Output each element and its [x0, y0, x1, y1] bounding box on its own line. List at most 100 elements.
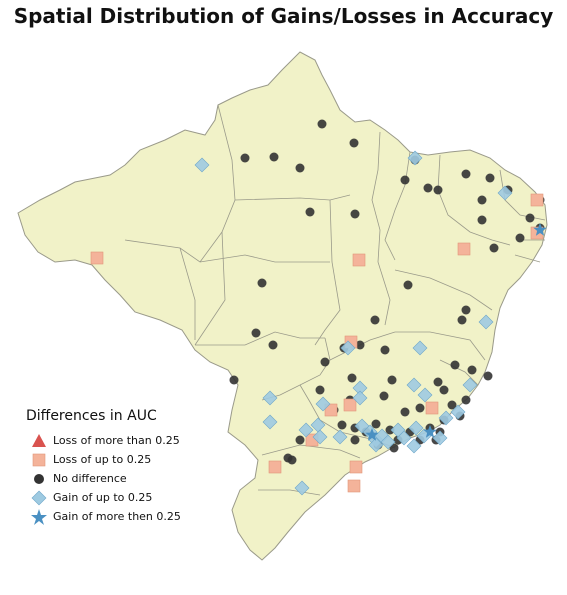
no-difference-marker — [240, 153, 250, 163]
gain-small-marker — [262, 390, 278, 406]
no-difference-marker — [423, 183, 433, 193]
gain-small-marker — [352, 390, 368, 406]
no-difference-marker — [347, 373, 357, 383]
loss-small-marker — [324, 403, 338, 417]
no-difference-marker — [371, 419, 381, 429]
legend-title: Differences in AUC — [26, 408, 157, 424]
gain-small-marker — [312, 429, 328, 445]
gain-small-marker — [408, 420, 424, 436]
no-difference-marker — [257, 278, 267, 288]
gain-small-marker — [368, 437, 384, 453]
no-difference-marker — [251, 328, 261, 338]
no-difference-marker — [387, 375, 397, 385]
gain-large-marker — [423, 425, 437, 438]
gain-small-marker — [406, 377, 422, 393]
gain-small-marker — [407, 150, 423, 166]
no-difference-marker — [389, 443, 399, 453]
no-difference-marker — [268, 340, 278, 350]
gain-small-marker — [340, 340, 356, 356]
no-difference-marker — [489, 243, 499, 253]
gain-small-marker — [432, 430, 448, 446]
no-difference-marker — [350, 209, 360, 219]
no-difference-marker — [403, 280, 413, 290]
loss-small-marker — [268, 460, 282, 474]
legend-item-loss-large: Loss of more than 0.25 — [26, 432, 226, 451]
loss-small-marker — [457, 242, 471, 256]
legend-item-gain-small: Gain of up to 0.25 — [26, 489, 226, 508]
no-difference-marker — [229, 375, 239, 385]
no-difference-marker — [457, 315, 467, 325]
map-title: Spatial Distribution of Gains/Losses in … — [13, 4, 554, 28]
no-difference-marker — [483, 371, 493, 381]
circle-icon — [34, 474, 44, 484]
gain-small-marker — [262, 414, 278, 430]
no-difference-marker — [439, 385, 449, 395]
gain-large-marker — [533, 223, 547, 236]
diamond-icon — [31, 490, 47, 506]
loss-small-marker — [530, 193, 544, 207]
no-difference-marker — [400, 407, 410, 417]
gain-small-marker — [298, 422, 314, 438]
gain-small-marker — [438, 410, 454, 426]
gain-small-marker — [406, 438, 422, 454]
gain-large-marker — [365, 428, 379, 441]
markers — [90, 119, 547, 496]
triangle-icon — [32, 434, 46, 447]
gain-small-marker — [462, 377, 478, 393]
gain-small-marker — [380, 434, 396, 450]
no-difference-marker — [317, 119, 327, 129]
star-icon — [31, 509, 47, 525]
no-difference-marker — [525, 213, 535, 223]
no-difference-marker — [515, 233, 525, 243]
no-difference-marker — [400, 175, 410, 185]
no-difference-marker — [461, 169, 471, 179]
no-difference-marker — [467, 365, 477, 375]
legend: Differences in AUC Loss of more than 0.2… — [26, 408, 226, 527]
loss-small-marker — [347, 479, 361, 493]
legend-item-loss-small: Loss of up to 0.25 — [26, 451, 226, 470]
no-difference-marker — [305, 207, 315, 217]
no-difference-marker — [477, 195, 487, 205]
no-difference-marker — [385, 425, 395, 435]
gain-small-marker — [194, 157, 210, 173]
loss-small-marker — [349, 460, 363, 474]
gain-small-marker — [396, 430, 412, 446]
gain-small-marker — [315, 396, 331, 412]
loss-small-marker — [343, 398, 357, 412]
gain-small-marker — [450, 404, 466, 420]
gain-small-marker — [332, 429, 348, 445]
loss-small-marker — [352, 253, 366, 267]
no-difference-marker — [320, 357, 330, 367]
loss-small-marker — [425, 401, 439, 415]
legend-item-gain-large: Gain of more then 0.25 — [26, 508, 226, 527]
no-difference-marker — [447, 400, 457, 410]
loss-small-marker — [90, 251, 104, 265]
no-difference-marker — [380, 345, 390, 355]
no-difference-marker — [315, 385, 325, 395]
no-difference-marker — [287, 455, 297, 465]
no-difference-marker — [350, 435, 360, 445]
no-difference-marker — [450, 360, 460, 370]
gain-small-marker — [412, 340, 428, 356]
square-icon — [32, 453, 46, 467]
gain-small-marker — [417, 387, 433, 403]
no-difference-marker — [461, 395, 471, 405]
no-difference-marker — [433, 185, 443, 195]
gain-small-marker — [294, 480, 310, 496]
gain-small-marker — [497, 185, 513, 201]
no-difference-marker — [355, 340, 365, 350]
no-difference-marker — [461, 305, 471, 315]
gain-small-marker — [478, 314, 494, 330]
no-difference-marker — [349, 138, 359, 148]
no-difference-marker — [269, 152, 279, 162]
no-difference-marker — [485, 173, 495, 183]
no-difference-marker — [379, 391, 389, 401]
no-difference-marker — [295, 163, 305, 173]
no-difference-marker — [337, 420, 347, 430]
no-difference-marker — [433, 377, 443, 387]
no-difference-marker — [415, 403, 425, 413]
legend-item-no-difference: No difference — [26, 470, 226, 489]
no-difference-marker — [295, 435, 305, 445]
no-difference-marker — [370, 315, 380, 325]
